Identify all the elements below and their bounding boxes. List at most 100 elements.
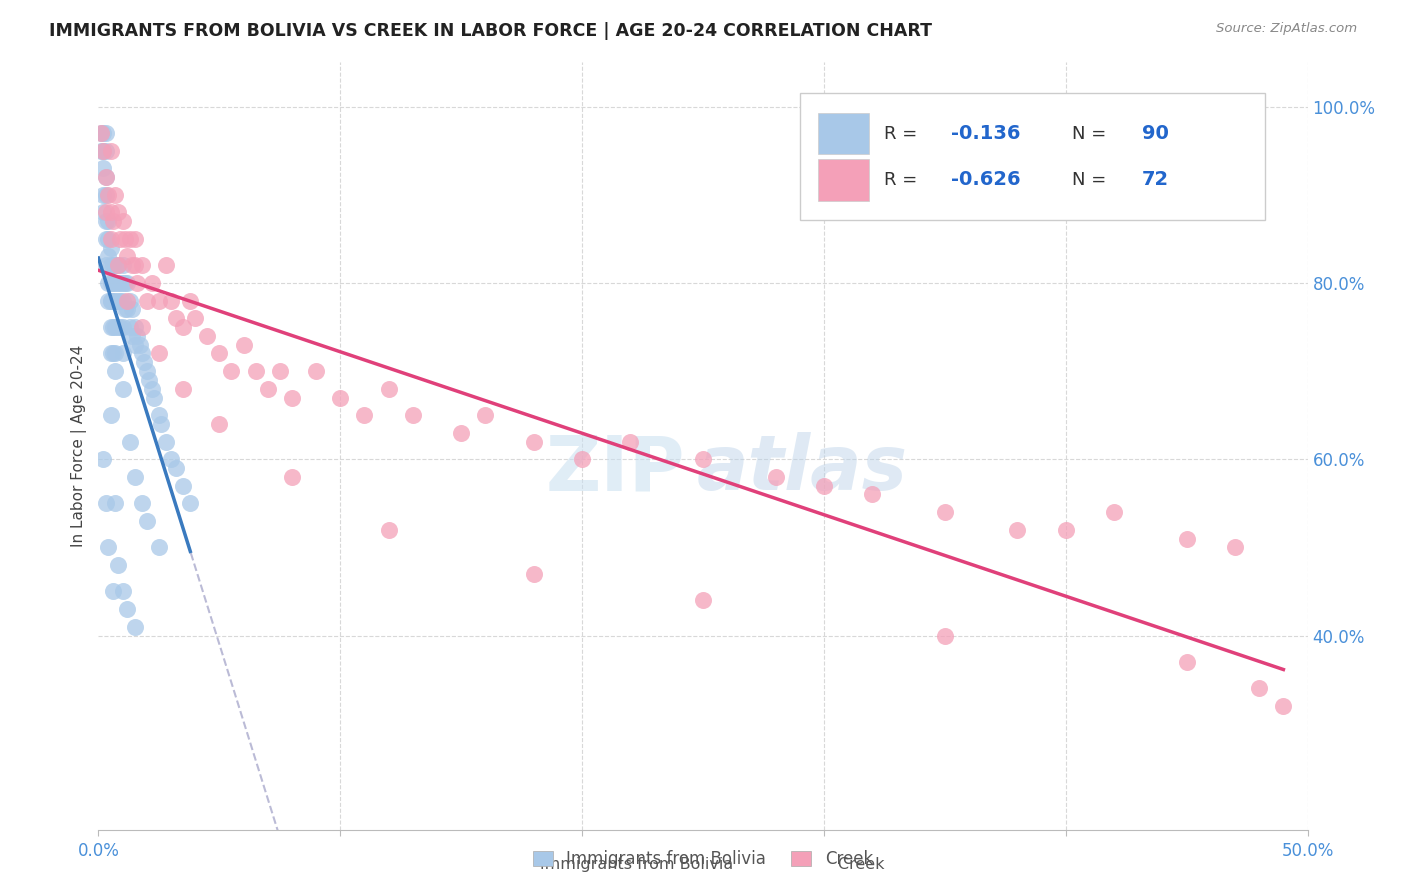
Point: [117, 249, 139, 263]
Text: Immigrants from Bolivia: Immigrants from Bolivia: [503, 857, 734, 872]
Point: [692, 452, 714, 467]
Point: [111, 584, 134, 599]
Point: [104, 187, 127, 202]
Point: [150, 417, 173, 431]
Point: [160, 293, 183, 308]
Point: [101, 346, 124, 360]
Point: [100, 276, 122, 290]
Text: -0.626: -0.626: [950, 170, 1021, 189]
Point: [179, 496, 201, 510]
Point: [100, 144, 122, 158]
Point: [100, 258, 122, 272]
Point: [148, 293, 170, 308]
Point: [172, 320, 194, 334]
Point: [111, 276, 134, 290]
Point: [90, 144, 112, 158]
Point: [117, 302, 139, 317]
Point: [108, 276, 131, 290]
Point: [100, 232, 122, 246]
Point: [1272, 699, 1295, 714]
Point: [100, 408, 122, 422]
Point: [104, 346, 127, 360]
Point: [107, 276, 129, 290]
Point: [450, 425, 472, 440]
Text: R =: R =: [884, 125, 924, 143]
Point: [107, 558, 129, 572]
Point: [91, 205, 114, 219]
Point: [124, 337, 146, 351]
Point: [100, 293, 122, 308]
Text: R =: R =: [884, 170, 924, 189]
Legend: Immigrants from Bolivia, Creek: Immigrants from Bolivia, Creek: [526, 844, 880, 875]
Point: [108, 293, 131, 308]
Point: [90, 126, 112, 140]
Point: [127, 276, 149, 290]
Point: [101, 320, 124, 334]
Point: [208, 417, 231, 431]
FancyBboxPatch shape: [818, 113, 869, 154]
Point: [117, 293, 139, 308]
Point: [377, 523, 399, 537]
Point: [353, 408, 375, 422]
Point: [148, 541, 170, 555]
Point: [114, 276, 136, 290]
Point: [97, 276, 120, 290]
Point: [269, 364, 291, 378]
Point: [208, 346, 231, 360]
Point: [184, 311, 207, 326]
Point: [138, 373, 160, 387]
Point: [131, 346, 153, 360]
Point: [97, 541, 120, 555]
Point: [111, 346, 134, 360]
Point: [104, 364, 127, 378]
Point: [111, 258, 134, 272]
Point: [134, 355, 156, 369]
Point: [1102, 505, 1125, 519]
Point: [1175, 532, 1198, 546]
FancyBboxPatch shape: [818, 159, 869, 201]
Point: [118, 232, 141, 246]
Point: [104, 276, 127, 290]
Text: atlas: atlas: [697, 432, 908, 506]
Point: [1249, 681, 1271, 696]
Point: [108, 320, 131, 334]
Point: [124, 620, 146, 634]
Point: [94, 496, 117, 510]
Point: [135, 293, 157, 308]
Point: [118, 293, 141, 308]
Point: [91, 144, 114, 158]
Point: [94, 170, 117, 185]
Point: [165, 461, 187, 475]
Point: [523, 566, 546, 581]
Point: [281, 470, 304, 484]
Point: [90, 126, 112, 140]
Point: [934, 629, 956, 643]
Point: [107, 205, 129, 219]
Point: [813, 478, 835, 492]
Point: [124, 232, 146, 246]
Point: [94, 144, 117, 158]
Point: [94, 214, 117, 228]
Point: [135, 364, 157, 378]
Point: [94, 258, 117, 272]
Point: [765, 470, 787, 484]
Point: [143, 391, 166, 405]
Point: [100, 320, 122, 334]
Point: [474, 408, 496, 422]
Point: [94, 170, 117, 185]
Point: [402, 408, 425, 422]
Point: [221, 364, 243, 378]
Point: [165, 311, 187, 326]
Point: [104, 320, 127, 334]
Point: [111, 214, 134, 228]
Point: [104, 496, 127, 510]
Point: [91, 452, 114, 467]
Point: [97, 249, 120, 263]
Point: [100, 346, 122, 360]
Point: [91, 126, 114, 140]
Point: [101, 293, 124, 308]
Point: [245, 364, 267, 378]
Point: [111, 293, 134, 308]
Point: [114, 232, 136, 246]
Point: [94, 126, 117, 140]
